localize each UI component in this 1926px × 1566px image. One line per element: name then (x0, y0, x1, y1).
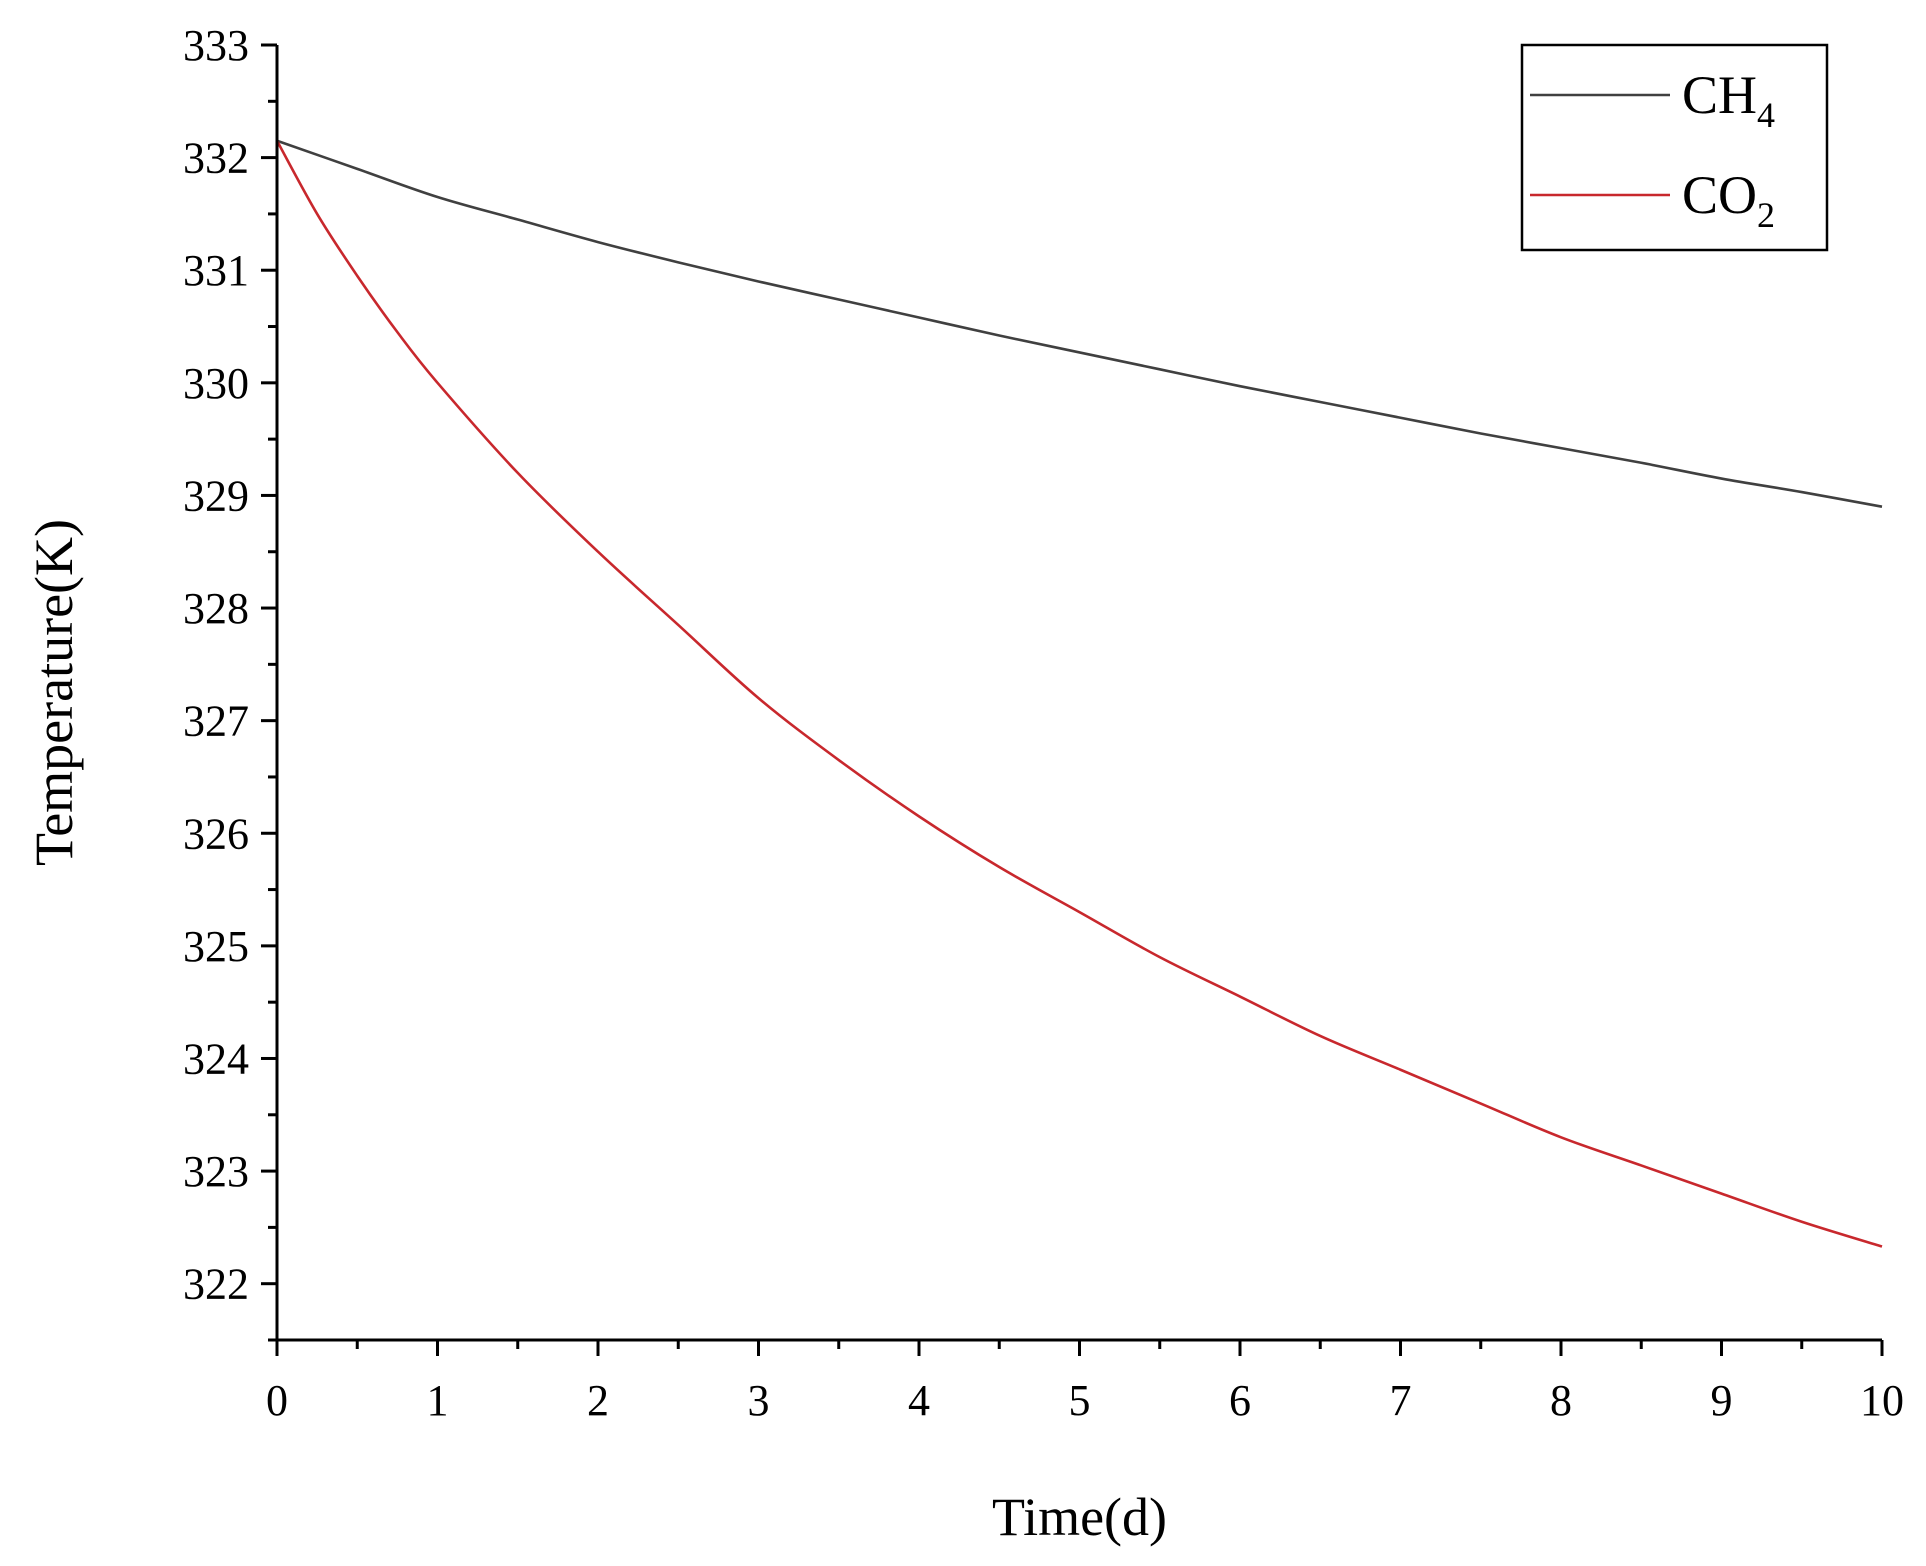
x-tick-label: 5 (1069, 1376, 1091, 1425)
y-tick-label: 324 (183, 1034, 249, 1083)
y-tick-label: 331 (183, 246, 249, 295)
y-tick-label: 333 (183, 21, 249, 70)
legend-label-ch4: CH4 (1682, 65, 1775, 135)
y-tick-label: 327 (183, 697, 249, 746)
y-tick-label: 330 (183, 359, 249, 408)
x-tick-label: 1 (427, 1376, 449, 1425)
x-tick-label: 8 (1550, 1376, 1572, 1425)
y-tick-label: 326 (183, 809, 249, 858)
x-tick-label: 6 (1229, 1376, 1251, 1425)
x-tick-label: 0 (266, 1376, 288, 1425)
series-line-co2 (275, 140, 1883, 1248)
y-tick-label: 332 (183, 134, 249, 183)
series-line-ch4 (276, 139, 1883, 508)
y-tick-label: 325 (183, 922, 249, 971)
x-tick-label: 4 (908, 1376, 930, 1425)
x-tick-label: 7 (1390, 1376, 1412, 1425)
legend-box (1520, 43, 1829, 252)
x-tick-label: 9 (1711, 1376, 1733, 1425)
x-axis-title: Time(d) (992, 1487, 1167, 1547)
series-layer (275, 139, 1883, 1248)
x-tick-label: 10 (1860, 1376, 1904, 1425)
x-tick-label: 2 (587, 1376, 609, 1425)
legend-label-co2: CO2 (1682, 165, 1775, 235)
y-tick-label: 329 (183, 471, 249, 520)
y-axis-title: Temperature(K) (24, 519, 84, 866)
y-tick-label: 328 (183, 584, 249, 633)
axes: 0 1 2 3 4 5 6 7 8 9 10 322 323 324 325 326 327 328 329 330 3… (183, 21, 1904, 1425)
x-tick-label: 3 (748, 1376, 770, 1425)
y-tick-label: 322 (183, 1260, 249, 1309)
y-tick-label: 323 (183, 1147, 249, 1196)
